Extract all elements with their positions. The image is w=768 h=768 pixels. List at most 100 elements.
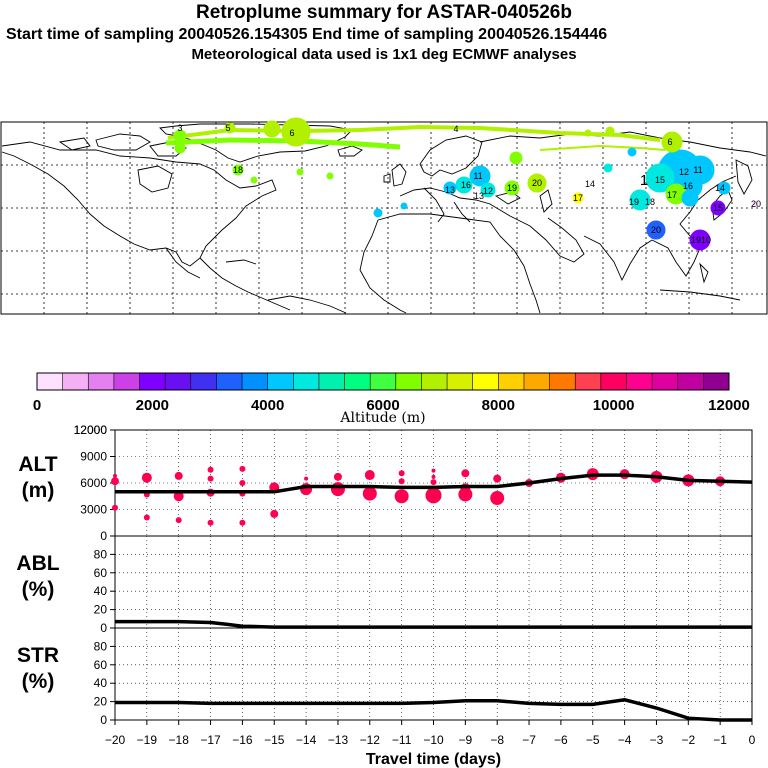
alt-point: [239, 465, 246, 472]
colorbar-tick-label: 6000: [366, 397, 399, 414]
x-tick-label: −5: [586, 733, 600, 747]
alt-point: [207, 466, 214, 473]
plume-blob: [296, 168, 304, 176]
x-tick-label: −12: [360, 733, 381, 747]
x-tick-label: −4: [618, 733, 632, 747]
series-line: [115, 619, 752, 629]
plume-blob: [224, 122, 236, 134]
alt-point: [398, 478, 405, 485]
alt-point: [112, 504, 118, 511]
plume-blob: [629, 189, 651, 211]
y-tick-label: 40: [94, 676, 108, 690]
alt-point: [398, 470, 405, 477]
plume-blob: [584, 129, 592, 137]
alt-point: [493, 474, 502, 483]
x-tick-label: 0: [749, 733, 756, 747]
plume-day-label: 17: [667, 190, 677, 200]
plume-blob: [627, 147, 637, 157]
alt-point: [207, 475, 214, 482]
met-data-note: Meteorological data used is 1x1 deg ECMW…: [191, 46, 577, 63]
plume-day-label: 15: [713, 203, 723, 213]
colorbar-frame: [36, 372, 730, 391]
plume-blob: [250, 176, 258, 184]
panel-ylabel: ABL: [16, 552, 59, 575]
plume-blob: [689, 229, 711, 251]
colorbar-swatch: [575, 373, 602, 390]
plume-blob: [717, 181, 731, 195]
colorbar-swatch: [549, 373, 576, 390]
alt-point: [143, 514, 150, 521]
plume-day-label: 18: [233, 165, 243, 175]
y-tick-label: 60: [94, 658, 108, 672]
colorbar-swatch: [626, 373, 653, 390]
plume-blob: [572, 192, 584, 204]
x-tick-label: −18: [169, 733, 190, 747]
y-tick-label: 0: [100, 529, 107, 543]
alt-point: [333, 472, 342, 481]
plume-day-label: 20: [651, 225, 661, 235]
plume-blob: [373, 208, 383, 218]
colorbar-swatch: [88, 373, 115, 390]
alt-point: [173, 491, 184, 502]
colorbar-swatch: [37, 373, 63, 390]
x-tick-label: −2: [681, 733, 695, 747]
y-tick-label: 12000: [74, 423, 108, 437]
panel-ylabel: ALT: [18, 453, 57, 476]
plume-day-label: 14: [715, 183, 725, 193]
colorbar-swatch: [139, 373, 166, 390]
plume-blob: [661, 131, 683, 153]
y-tick-label: 6000: [80, 476, 107, 490]
x-tick-label: −7: [522, 733, 536, 747]
x-tick-label: −13: [328, 733, 349, 747]
x-tick-label: −15: [264, 733, 285, 747]
alt-point: [431, 474, 436, 479]
plume-day-label: 19: [629, 197, 639, 207]
plume-day-label: 6: [667, 137, 672, 147]
plume-blob: [400, 202, 408, 210]
plume-day-label: 12: [483, 186, 493, 196]
colorbar-swatch: [677, 373, 704, 390]
plume-day-label: 15: [655, 175, 665, 185]
alt-point: [239, 480, 246, 486]
colorbar-swatch: [703, 373, 730, 390]
plume-day-label: 11: [473, 171, 482, 181]
alt-point: [304, 476, 309, 481]
plume-day-label: 3: [177, 123, 182, 133]
plume-blob: [752, 200, 760, 208]
plume-blob: [681, 189, 699, 207]
plume-blob: [527, 173, 547, 193]
plume-blob: [605, 126, 615, 136]
plume-blob: [646, 220, 666, 240]
sampling-times: Start time of sampling 20040526.154305 E…: [6, 26, 608, 43]
plume-blob: [173, 129, 187, 143]
alt-point: [364, 470, 375, 481]
plume-blob: [263, 120, 281, 138]
x-tick-label: −16: [232, 733, 253, 747]
plume-blob: [710, 200, 726, 216]
colorbar-tick-label: 2000: [136, 397, 169, 414]
colorbar-swatch: [421, 373, 448, 390]
y-tick-label: 0: [100, 621, 107, 635]
panel-ylabel: (%): [22, 670, 55, 693]
colorbar-swatch: [293, 373, 320, 390]
colorbar-swatch: [370, 373, 397, 390]
alt-point: [141, 472, 152, 483]
panel-ylabel: (m): [22, 479, 55, 502]
x-tick-label: −20: [105, 733, 126, 747]
colorbar-swatch: [498, 373, 525, 390]
x-tick-label: −19: [137, 733, 158, 747]
plume-day-label: 16: [461, 180, 471, 190]
plume-day-label: 20: [751, 199, 761, 209]
alt-point: [425, 487, 442, 504]
colorbar-swatch: [242, 373, 268, 390]
colorbar-swatch: [190, 373, 217, 390]
y-tick-label: 60: [94, 566, 108, 580]
x-tick-label: −1: [713, 733, 727, 747]
plume-day-label: 5: [225, 123, 230, 133]
alt-point: [113, 473, 117, 478]
panel-ylabel: (%): [22, 578, 55, 601]
plume-blob: [232, 164, 244, 176]
alt-point: [207, 519, 214, 526]
